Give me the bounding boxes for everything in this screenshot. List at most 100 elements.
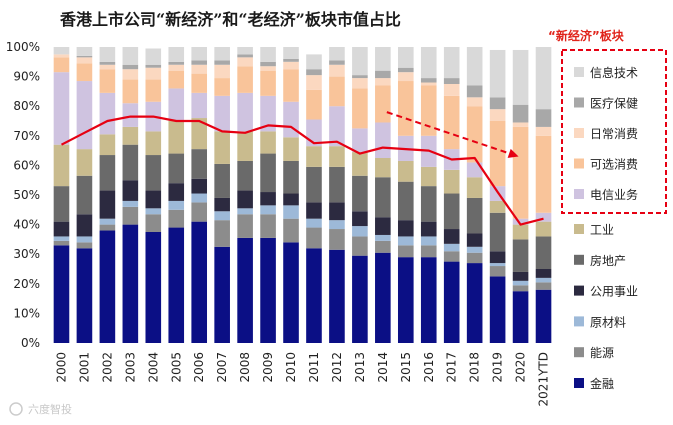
- bar-segment: [420, 236, 437, 246]
- bar-segment: [489, 263, 506, 267]
- bar-segment: [352, 75, 368, 79]
- bar-segment: [443, 78, 460, 84]
- bar-segment: [352, 88, 368, 129]
- bar-segment: [237, 237, 253, 343]
- y-axis: 0% 10% 20% 30% 40% 50% 60% 70% 80% 90% 100%: [6, 40, 40, 350]
- bar-segment: [535, 289, 552, 343]
- x-tick-label: 2011: [307, 352, 321, 383]
- bar-segment: [466, 263, 483, 343]
- bar-segment: [397, 236, 414, 246]
- bar-segment: [535, 277, 552, 283]
- bar-segment: [260, 205, 276, 215]
- bar-segment: [76, 55, 93, 58]
- bar-segment: [352, 236, 368, 256]
- legend-swatch: [574, 378, 584, 388]
- bar-segment: [375, 85, 391, 123]
- watermark-text: 六度智投: [28, 402, 72, 416]
- x-axis: 2000 2001 2002 2003 2004 2005 2006 2007 2008 2009…: [54, 352, 550, 406]
- y-tick-label: 70%: [13, 129, 40, 143]
- x-tick-label: 2017: [445, 352, 459, 383]
- bar-segment: [306, 89, 322, 120]
- bar-segment: [53, 47, 70, 55]
- bar-segment: [191, 118, 208, 150]
- bar-segment: [122, 103, 139, 127]
- y-tick-label: 40%: [13, 218, 40, 232]
- bar-segment: [122, 200, 139, 207]
- legend-swatch: [574, 347, 584, 358]
- bar-segment: [214, 60, 230, 65]
- bar-segment: [375, 217, 391, 235]
- legend-label: 工业: [590, 223, 614, 237]
- bar-segment: [283, 137, 299, 161]
- bar-segment: [466, 162, 483, 178]
- bar-segment: [329, 202, 345, 221]
- bar-segment: [329, 106, 345, 147]
- bar-segment: [535, 47, 552, 110]
- bar-segment: [76, 63, 93, 82]
- bar-segment: [191, 47, 208, 61]
- legend-label: 电信业务: [590, 187, 638, 202]
- bar-segment: [535, 221, 552, 237]
- x-tick-label: 2007: [215, 352, 229, 383]
- x-tick-label: 2001: [77, 352, 91, 383]
- legend-swatch: [574, 316, 584, 327]
- bar-segment: [145, 131, 162, 156]
- bar-segment: [237, 208, 253, 215]
- bar-segment: [352, 128, 368, 153]
- x-tick-label: 2004: [146, 352, 160, 383]
- bar-segment: [329, 220, 345, 230]
- chart-title: 香港上市公司“新经济”和“老经济”板块市值占比: [59, 10, 401, 29]
- bar-segment: [237, 190, 253, 209]
- bar-segment: [420, 186, 437, 222]
- x-tick-label: 2012: [330, 352, 344, 383]
- bar-segment: [76, 175, 93, 215]
- y-tick-label: 60%: [13, 158, 40, 172]
- bar-segment: [191, 64, 208, 74]
- bar-segment: [489, 49, 506, 98]
- x-tick-label: 2005: [169, 352, 183, 383]
- bar-segment: [443, 193, 460, 230]
- bar-segment: [535, 135, 552, 213]
- bar-segment: [76, 81, 93, 150]
- bar-segment: [145, 190, 162, 209]
- bar-segment: [145, 48, 162, 65]
- legend-label: 能源: [590, 346, 614, 360]
- bar-segment: [489, 251, 506, 264]
- bar-segment: [122, 79, 139, 104]
- stacked-bars: [53, 47, 552, 343]
- bar-segment: [283, 193, 299, 206]
- new-economy-box: [561, 49, 667, 214]
- bar-segment: [420, 257, 437, 343]
- bar-segment: [99, 47, 116, 62]
- y-tick-label: 0%: [21, 336, 40, 350]
- bar-segment: [512, 104, 529, 123]
- bar-segment: [122, 224, 139, 343]
- bar-segment: [466, 177, 483, 198]
- x-tick-label: 2013: [353, 352, 367, 383]
- bar-segment: [443, 229, 460, 244]
- bar-segment: [237, 214, 253, 238]
- bar-segment: [489, 276, 506, 343]
- bar-segment: [122, 180, 139, 201]
- bar-segment: [535, 212, 552, 222]
- bar-segment: [352, 255, 368, 343]
- legend-label: 医疗保健: [590, 97, 638, 111]
- bar-segment: [512, 224, 529, 240]
- bar-segment: [397, 220, 414, 237]
- bar-segment: [512, 239, 529, 272]
- bar-segment: [237, 66, 253, 93]
- legend-swatch: [574, 67, 584, 77]
- bar-segment: [535, 282, 552, 290]
- bar-segment: [191, 92, 208, 119]
- bar-segment: [306, 75, 322, 90]
- bar-segment: [214, 64, 230, 79]
- bar-segment: [53, 236, 70, 241]
- bar-segment: [420, 245, 437, 258]
- legend-label: 原材料: [590, 315, 626, 329]
- bar-segment: [329, 60, 345, 65]
- bar-segment: [329, 229, 345, 250]
- bar-segment: [489, 266, 506, 277]
- bar-segment: [260, 95, 276, 132]
- legend-swatch: [574, 224, 584, 234]
